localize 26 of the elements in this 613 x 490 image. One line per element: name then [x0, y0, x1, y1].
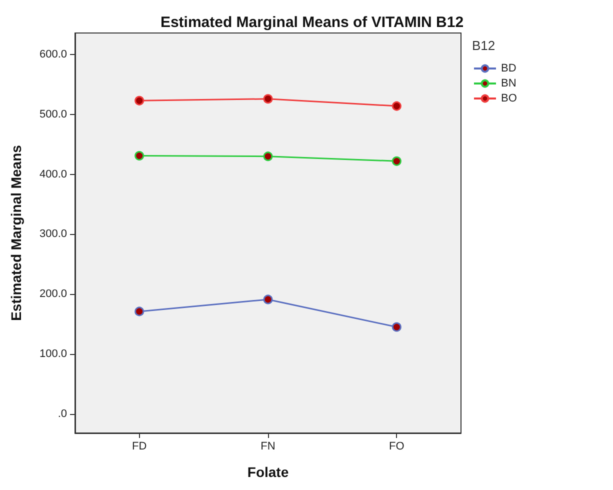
- point: [263, 94, 273, 104]
- x-tick-label: FD: [132, 440, 147, 452]
- y-tick-label: 400.0: [39, 168, 67, 180]
- point: [392, 156, 402, 166]
- point: [134, 306, 144, 316]
- y-tick-label: 500.0: [39, 108, 67, 120]
- point: [392, 101, 402, 111]
- x-tick-label: FN: [260, 440, 276, 452]
- x-tick-label: FO: [389, 440, 405, 452]
- x-axis-title: Folate: [247, 464, 289, 480]
- point: [263, 294, 273, 304]
- y-tick-label: 600.0: [39, 48, 67, 61]
- y-tick-label: 300.0: [39, 228, 67, 240]
- point: [134, 96, 144, 106]
- chart-title: Estimated Marginal Means of VITAMIN B12: [160, 14, 464, 31]
- legend-title: B12: [472, 38, 496, 53]
- y-tick-label: 100.0: [39, 348, 67, 360]
- point: [392, 322, 402, 332]
- y-tick-label: 200.0: [39, 288, 67, 300]
- legend-label: BN: [501, 78, 516, 90]
- y-tick-label: .0: [58, 408, 67, 420]
- point: [134, 151, 144, 160]
- y-axis-title: Estimated Marginal Means: [8, 144, 24, 321]
- point: [263, 152, 273, 162]
- legend-label: BO: [501, 92, 518, 104]
- legend-label: BD: [501, 62, 516, 74]
